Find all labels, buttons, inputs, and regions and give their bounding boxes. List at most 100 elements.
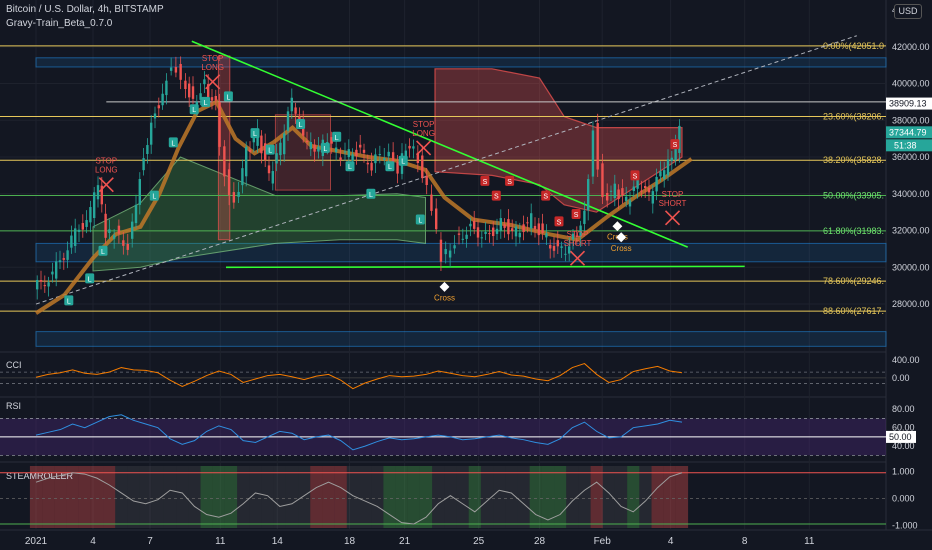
candle-body bbox=[85, 220, 88, 227]
current-price-label: 37344.79 bbox=[889, 127, 927, 137]
short-signal-marker bbox=[630, 170, 640, 181]
long-signal-label: L bbox=[268, 148, 272, 155]
candle-body bbox=[317, 146, 320, 152]
candle-body bbox=[644, 186, 647, 189]
candle-body bbox=[439, 239, 443, 262]
candle-body bbox=[484, 231, 487, 235]
candle-body bbox=[476, 227, 480, 238]
candle-body bbox=[343, 151, 347, 153]
fib-level-label: 23.60%(38206. bbox=[823, 111, 884, 121]
steamroller-bar bbox=[359, 466, 372, 528]
x-tick-label: 2021 bbox=[25, 536, 48, 547]
candle-body bbox=[100, 185, 103, 205]
steamroller-bar bbox=[383, 466, 396, 528]
long-signal-label: L bbox=[67, 298, 71, 305]
candle-body bbox=[568, 246, 571, 254]
candle-body bbox=[96, 185, 100, 200]
candle-body bbox=[89, 207, 92, 223]
long-signal-marker bbox=[265, 144, 275, 155]
steamroller-bar bbox=[480, 466, 494, 528]
candle-body bbox=[55, 261, 58, 279]
cross-diamond-marker bbox=[616, 232, 627, 243]
stop-x-marker bbox=[416, 140, 432, 156]
candle-body bbox=[480, 237, 483, 239]
steamroller-bar bbox=[115, 466, 128, 528]
stop-annotation-line2: LONG bbox=[201, 63, 224, 72]
candle-body bbox=[241, 168, 244, 186]
candle-body bbox=[556, 240, 559, 247]
candle-body bbox=[146, 145, 149, 155]
candle-body bbox=[39, 280, 43, 282]
stop-annotation-line2: SHORT bbox=[564, 239, 592, 248]
candle-body bbox=[636, 178, 639, 189]
steamroller-bar bbox=[285, 466, 299, 528]
short-signal-marker bbox=[480, 175, 490, 186]
long-signal-marker bbox=[149, 190, 159, 201]
candle-body bbox=[552, 245, 556, 251]
candle-body bbox=[575, 235, 578, 237]
candle-body bbox=[465, 234, 468, 239]
short-signal-label: S bbox=[673, 142, 678, 149]
x-tick-label: 11 bbox=[215, 536, 226, 547]
candle-body bbox=[66, 250, 69, 260]
long-signal-label: L bbox=[418, 218, 422, 225]
candle-body bbox=[179, 63, 182, 80]
steamroller-panel-title: STEAMROLLER bbox=[6, 471, 74, 481]
cci-panel-title: CCI bbox=[6, 360, 22, 370]
x-tick-label: 4 bbox=[668, 536, 674, 547]
candle-body bbox=[425, 175, 428, 186]
x-tick-label: 4 bbox=[90, 536, 96, 547]
steamroller-bar bbox=[541, 466, 555, 528]
candle-body bbox=[511, 228, 514, 232]
long-signal-marker bbox=[250, 128, 260, 139]
candle-body bbox=[330, 137, 333, 144]
candle-body bbox=[309, 142, 312, 150]
candle-body bbox=[492, 227, 495, 237]
candle-body bbox=[564, 253, 567, 255]
candle-body bbox=[203, 79, 206, 85]
steamroller-bar bbox=[614, 466, 628, 528]
range-band bbox=[35, 57, 887, 68]
candle-body bbox=[347, 149, 350, 158]
short-signal-label: S bbox=[633, 173, 638, 180]
x-tick-label: 8 bbox=[742, 536, 748, 547]
candle-body bbox=[227, 169, 231, 196]
candle-body bbox=[499, 218, 502, 231]
candle-body bbox=[378, 154, 382, 156]
candle-body bbox=[117, 225, 121, 234]
candle-body bbox=[51, 271, 54, 275]
steamroller-bar bbox=[566, 466, 579, 528]
candle-body bbox=[248, 149, 252, 152]
long-signal-label: L bbox=[388, 164, 392, 171]
steamroller-tick-label: 1.000 bbox=[892, 466, 915, 476]
long-signal-label: L bbox=[204, 100, 208, 107]
candle-body bbox=[62, 258, 65, 260]
fib-level-label: 38.20%(35828. bbox=[823, 155, 884, 165]
candle-body bbox=[609, 190, 613, 192]
currency-button[interactable]: USD bbox=[894, 4, 922, 19]
candle-body bbox=[495, 228, 499, 234]
x-tick-label: 28 bbox=[534, 536, 546, 547]
candle-body bbox=[195, 101, 198, 107]
candle-body bbox=[387, 151, 390, 157]
short-signal-marker bbox=[505, 175, 515, 186]
rsi-value-label: 50.00 bbox=[889, 432, 912, 442]
candle-body bbox=[659, 171, 662, 177]
candle-body bbox=[587, 179, 590, 211]
y-tick-label: 38000.00 bbox=[892, 115, 930, 125]
candle-body bbox=[264, 143, 267, 161]
steamroller-bar bbox=[237, 466, 250, 528]
steamroller-bar bbox=[346, 466, 359, 528]
candle-body bbox=[77, 229, 81, 232]
cross-diamond-marker bbox=[439, 281, 450, 292]
candle-body bbox=[157, 105, 160, 109]
countdown-label: 51:38 bbox=[894, 140, 917, 150]
x-tick-label: 21 bbox=[399, 536, 411, 547]
candle-body bbox=[383, 158, 386, 160]
steamroller-bar bbox=[517, 466, 530, 528]
long-signal-label: L bbox=[348, 164, 352, 171]
candle-body bbox=[260, 135, 263, 154]
candle-body bbox=[174, 67, 178, 73]
steamroller-bar bbox=[334, 466, 347, 528]
candle-body bbox=[142, 158, 145, 171]
